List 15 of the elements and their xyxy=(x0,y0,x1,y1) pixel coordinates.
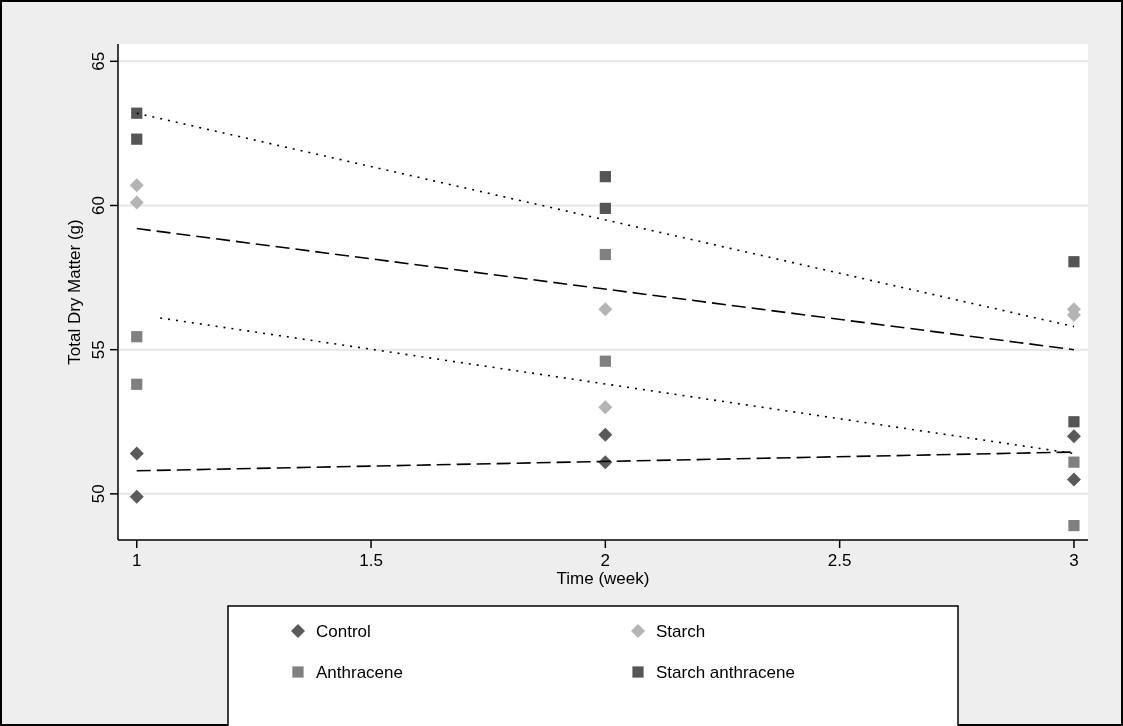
y-tick-label: 50 xyxy=(89,484,108,504)
x-tick-label: 3 xyxy=(1069,551,1079,570)
y-tick-label: 65 xyxy=(89,51,108,71)
x-tick-label: 1.5 xyxy=(359,551,383,570)
x-tick-label: 2.5 xyxy=(827,551,852,570)
legend-label: Starch xyxy=(656,622,706,641)
x-tick-label: 2 xyxy=(600,551,611,570)
legend-label: Control xyxy=(316,622,371,641)
x-tick-label: 1 xyxy=(132,551,142,570)
x-axis-title: Time (week) xyxy=(556,569,650,588)
y-axis-title: Total Dry Matter (g) xyxy=(65,219,84,365)
legend-label: Anthracene xyxy=(316,663,403,682)
legend-label: Starch anthracene xyxy=(656,663,795,682)
y-tick-label: 55 xyxy=(89,340,108,360)
y-tick-label: 60 xyxy=(89,196,108,215)
